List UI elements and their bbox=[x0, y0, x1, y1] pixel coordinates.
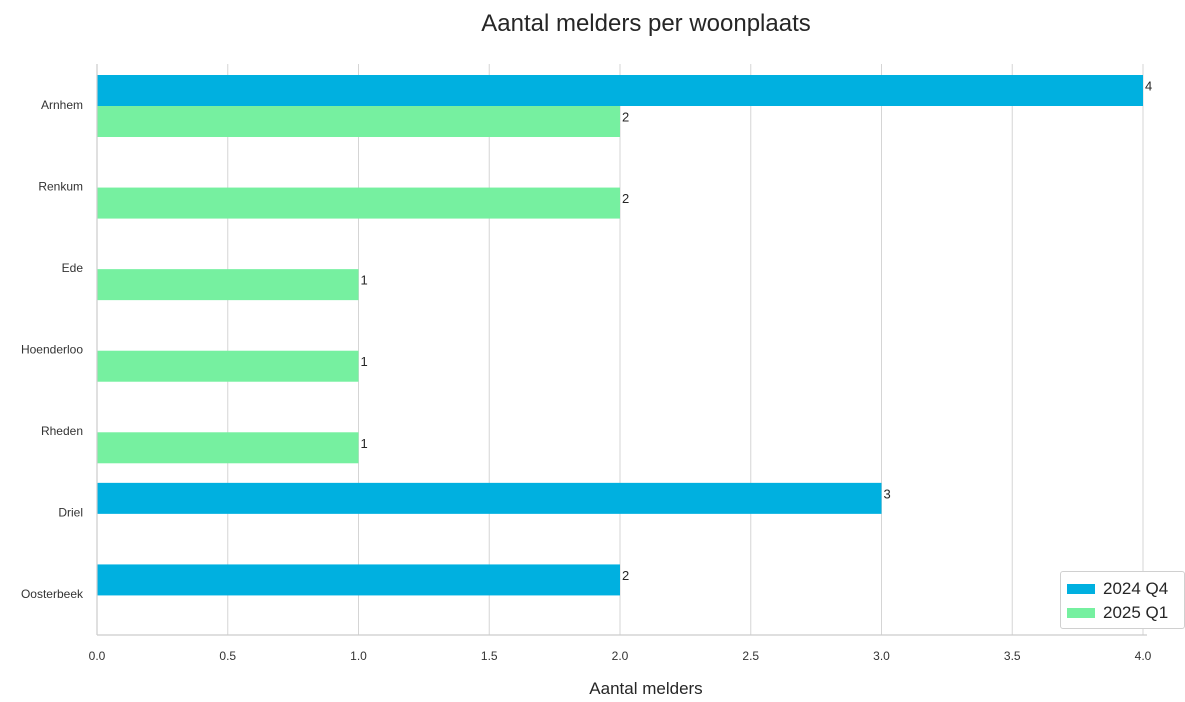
data-labels: 4 2 2 1 1 1 3 2 bbox=[361, 79, 1153, 583]
bar-value-label: 2 bbox=[622, 568, 629, 583]
legend-label-2025-q1: 2025 Q1 bbox=[1103, 603, 1169, 622]
bar-value-label: 2 bbox=[622, 110, 629, 125]
legend-label-2024-q4: 2024 Q4 bbox=[1103, 579, 1169, 598]
legend-swatch-2024-q4 bbox=[1067, 584, 1095, 594]
x-tick-labels: 0.0 0.5 1.0 1.5 2.0 2.5 3.0 3.5 4.0 bbox=[89, 649, 1152, 663]
x-tick-label: 2.5 bbox=[742, 649, 759, 663]
bar-value-label: 2 bbox=[622, 191, 629, 206]
y-tick-label: Ede bbox=[62, 261, 84, 275]
bar bbox=[97, 269, 359, 301]
y-tick-label: Driel bbox=[58, 506, 83, 520]
bar bbox=[97, 564, 620, 596]
bar-value-label: 1 bbox=[361, 273, 368, 288]
x-tick-label: 0.5 bbox=[219, 649, 236, 663]
bar-value-label: 3 bbox=[884, 486, 891, 501]
legend-item-2024-q4: 2024 Q4 bbox=[1067, 579, 1168, 599]
legend-swatch-2025-q1 bbox=[1067, 608, 1095, 618]
bar bbox=[97, 432, 359, 464]
bars bbox=[97, 75, 1143, 596]
x-tick-label: 1.0 bbox=[350, 649, 367, 663]
x-tick-label: 4.0 bbox=[1135, 649, 1152, 663]
bar bbox=[97, 106, 620, 137]
y-tick-label: Renkum bbox=[38, 179, 83, 193]
chart-title: Aantal melders per woonplaats bbox=[481, 10, 811, 37]
y-tick-label: Oosterbeek bbox=[21, 587, 84, 601]
bar bbox=[97, 350, 359, 382]
bar bbox=[97, 75, 1143, 106]
y-tick-label: Rheden bbox=[41, 424, 83, 438]
bar-value-label: 1 bbox=[361, 436, 368, 451]
bar bbox=[97, 187, 620, 219]
y-tick-labels: Arnhem Renkum Ede Hoenderloo Rheden Driel Oost… bbox=[21, 98, 84, 601]
bar-value-label: 4 bbox=[1145, 79, 1152, 94]
x-tick-label: 1.5 bbox=[481, 649, 498, 663]
legend: 2024 Q4 2025 Q1 bbox=[1060, 571, 1185, 629]
x-tick-label: 3.0 bbox=[873, 649, 890, 663]
grid-lines bbox=[96, 64, 1144, 635]
y-tick-label: Arnhem bbox=[41, 98, 83, 112]
x-tick-label: 3.5 bbox=[1004, 649, 1021, 663]
x-axis-label: Aantal melders bbox=[589, 679, 703, 698]
bar-value-label: 1 bbox=[361, 354, 368, 369]
legend-item-2025-q1: 2025 Q1 bbox=[1067, 603, 1168, 623]
y-tick-label: Hoenderloo bbox=[21, 343, 83, 357]
axes bbox=[96, 64, 1147, 636]
bar bbox=[97, 482, 882, 514]
x-tick-label: 0.0 bbox=[89, 649, 106, 663]
x-tick-label: 2.0 bbox=[612, 649, 629, 663]
